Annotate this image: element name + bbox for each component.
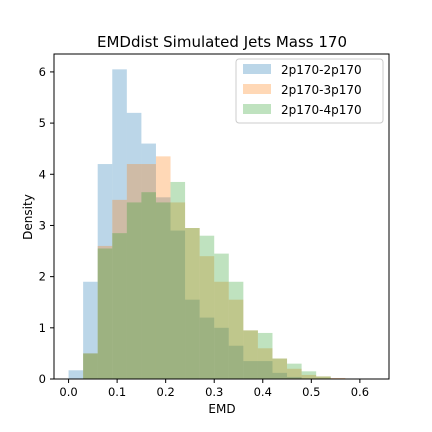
chart-title: EMDdist Simulated Jets Mass 170 bbox=[97, 33, 347, 51]
y-tick-label: 6 bbox=[39, 65, 46, 79]
legend-swatch-series-2 bbox=[243, 84, 271, 94]
x-tick-label: 0.6 bbox=[351, 385, 369, 399]
x-axis-label: EMD bbox=[208, 402, 235, 416]
histogram-bar-series-3 bbox=[302, 371, 317, 379]
y-tick-label: 5 bbox=[39, 116, 46, 130]
histogram-bar-series-3 bbox=[83, 353, 98, 379]
legend-swatch-series-3 bbox=[243, 104, 271, 114]
histogram-bar-series-1 bbox=[69, 370, 84, 379]
histogram-bar-series-3 bbox=[214, 254, 229, 379]
x-tick-label: 0.0 bbox=[59, 385, 77, 399]
y-tick-label: 0 bbox=[39, 372, 46, 386]
x-tick-label: 0.4 bbox=[254, 385, 272, 399]
histogram-bar-series-3 bbox=[258, 333, 273, 379]
histogram-bar-series-3 bbox=[141, 192, 156, 379]
histogram-bar-series-3 bbox=[185, 228, 200, 379]
histogram-bar-series-3 bbox=[287, 364, 302, 379]
legend-swatch-series-1 bbox=[243, 64, 271, 74]
x-tick-label: 0.2 bbox=[157, 385, 175, 399]
y-tick-label: 2 bbox=[39, 270, 46, 284]
histogram-bar-series-3 bbox=[272, 359, 287, 379]
y-axis-label: Density bbox=[21, 194, 35, 240]
x-axis-ticks: 0.0 0.1 0.2 0.3 0.4 0.5 0.6 bbox=[59, 379, 369, 399]
x-tick-label: 0.5 bbox=[302, 385, 320, 399]
legend-label-series-3: 2p170-4p170 bbox=[281, 103, 362, 117]
histogram-bar-series-3 bbox=[171, 182, 186, 379]
histogram-bar-series-3 bbox=[200, 236, 215, 379]
histogram-bar-series-3 bbox=[229, 282, 244, 379]
y-tick-label: 1 bbox=[39, 321, 46, 335]
histogram-bar-series-3 bbox=[112, 233, 127, 379]
legend-label-series-1: 2p170-2p170 bbox=[281, 63, 362, 77]
y-axis-ticks: 0 1 2 3 4 5 6 bbox=[39, 65, 54, 386]
y-tick-label: 3 bbox=[39, 218, 46, 232]
histogram-bar-series-3 bbox=[156, 202, 171, 379]
histogram-bar-series-3 bbox=[127, 202, 142, 379]
legend-label-series-2: 2p170-3p170 bbox=[281, 83, 362, 97]
x-tick-label: 0.3 bbox=[205, 385, 223, 399]
y-tick-label: 4 bbox=[39, 167, 46, 181]
histogram-bar-series-3 bbox=[243, 330, 258, 379]
histogram-bar-series-3 bbox=[98, 248, 113, 379]
x-tick-label: 0.1 bbox=[108, 385, 126, 399]
legend: 2p170-2p170 2p170-3p170 2p170-4p170 bbox=[236, 59, 383, 123]
